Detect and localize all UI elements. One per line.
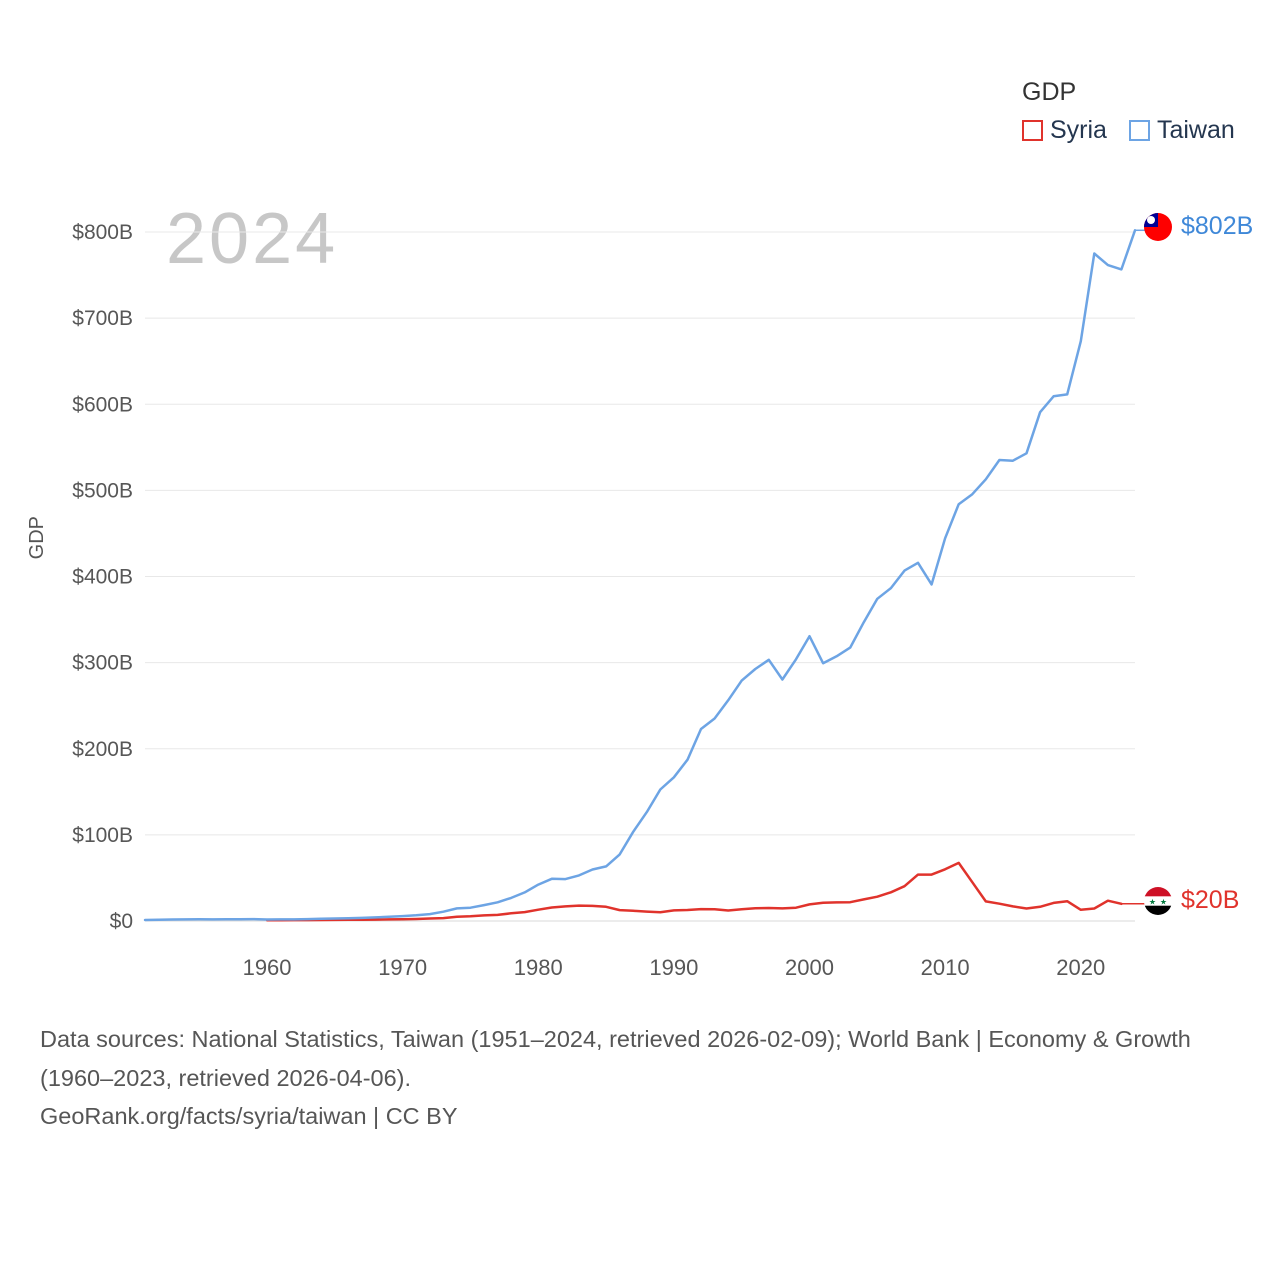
chart-legend: GDP Syria Taiwan (1022, 78, 1235, 145)
syria-end-value: $20B (1181, 886, 1240, 914)
taiwan-end-label: $802B (1144, 212, 1253, 241)
y-tick-label: $800B (72, 221, 133, 244)
legend-title: GDP (1022, 78, 1077, 106)
attribution-link: GeoRank.org/facts/syria/taiwan | CC BY (40, 1103, 458, 1130)
legend-items: Syria Taiwan (1022, 116, 1235, 145)
y-tick-label: $0 (110, 910, 133, 933)
data-sources-text: Data sources: National Statistics, Taiwa… (40, 1026, 1191, 1091)
legend-item-syria: Syria (1022, 116, 1107, 145)
y-tick-label: $400B (72, 566, 133, 589)
svg-text:★: ★ (1160, 897, 1167, 906)
x-tick-label: 1960 (243, 955, 292, 980)
y-tick-label: $300B (72, 652, 133, 675)
x-tick-label: 1970 (378, 955, 427, 980)
taiwan-swatch-icon (1128, 120, 1150, 141)
y-tick-label: $700B (72, 307, 133, 330)
y-tick-label: $200B (72, 738, 133, 761)
series-line-taiwan (143, 229, 1137, 922)
chart-footer: Data sources: National Statistics, Taiwa… (40, 1020, 1232, 1136)
x-tick-label: 1980 (514, 955, 563, 980)
legend-label-taiwan: Taiwan (1156, 116, 1235, 144)
syria-swatch-icon (1022, 120, 1043, 141)
svg-text:★: ★ (1149, 897, 1156, 906)
x-tick-label: 2010 (921, 955, 970, 980)
syria-flag-icon: ★ ★ (1144, 886, 1172, 915)
taiwan-end-value: $802B (1181, 212, 1254, 240)
x-tick-label: 2020 (1056, 955, 1105, 980)
year-watermark: 2024 (166, 199, 339, 279)
taiwan-flag-icon (1144, 212, 1172, 241)
x-tick-label: 2000 (785, 955, 834, 980)
y-tick-label: $100B (72, 824, 133, 847)
syria-end-label: ★ ★ $20B (1144, 886, 1239, 915)
x-tick-label: 1990 (649, 955, 698, 980)
y-tick-label: $600B (72, 393, 133, 416)
legend-label-syria: Syria (1050, 116, 1107, 144)
series-line-syria (265, 861, 1123, 922)
y-tick-label: $500B (72, 479, 133, 502)
legend-item-taiwan: Taiwan (1128, 116, 1235, 145)
